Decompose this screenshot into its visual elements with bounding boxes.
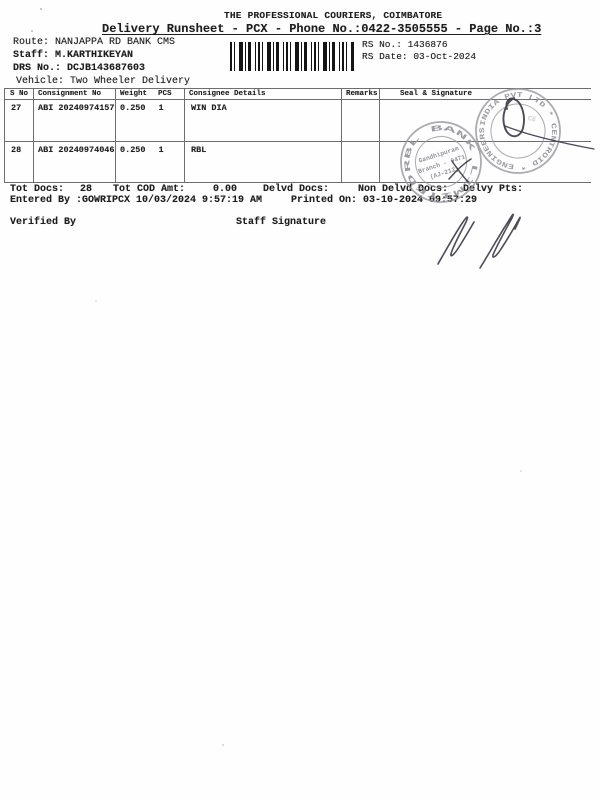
verified-by-label: Verified By xyxy=(10,217,77,228)
cell-pcs: 1 xyxy=(158,103,164,113)
drs-label: DRS No.: xyxy=(13,63,62,74)
cell-consignee: RBL xyxy=(184,141,342,183)
delvy-pts-label: Delvy Pts: xyxy=(463,184,524,195)
staff-label: Staff: xyxy=(13,50,50,61)
tot-cod-value: 0.00 xyxy=(213,184,238,195)
vehicle-line: Vehicle: Two Wheeler Delivery xyxy=(16,76,190,87)
cell-weight: 0.250 xyxy=(120,103,146,113)
rs-no-value: 1436876 xyxy=(407,39,448,50)
rs-no-line: RS No.: 1436876 xyxy=(362,39,448,50)
cell-consignee: WIN DIA xyxy=(184,99,342,142)
cell-consignment: ABI 20240974157 xyxy=(33,99,116,142)
cell-consignment: ABI 20240974046 xyxy=(33,141,116,183)
rs-date-line: RS Date: 03-Oct-2024 xyxy=(362,51,476,62)
col-header-consignment: Consignment No xyxy=(33,88,116,100)
col-header-weight-pcs: Weight PCS xyxy=(115,88,185,100)
cell-remarks xyxy=(341,141,380,183)
drs-value: DCJB143687603 xyxy=(67,63,146,74)
col-header-seal: Seal & Signature xyxy=(379,88,591,100)
tot-docs-label: Tot Docs: xyxy=(10,184,65,195)
route-label: Route: xyxy=(13,37,50,48)
table-row: 27 ABI 20240974157 0.250 1 WIN DIA xyxy=(4,99,591,142)
cell-sno: 28 xyxy=(4,141,34,183)
tot-docs-value: 28 xyxy=(80,184,93,195)
handwritten-signature xyxy=(479,213,522,269)
barcode-icon xyxy=(230,42,354,71)
cell-weight: 0.250 xyxy=(120,145,146,155)
cell-sno: 27 xyxy=(4,99,34,142)
staff-value: M.KARTHIKEYAN xyxy=(55,50,134,61)
document-title: THE PROFESSIONAL COURIERS, COIMBATORE xyxy=(224,10,443,21)
cell-seal-signature xyxy=(379,141,591,183)
delvd-docs-label: Delvd Docs: xyxy=(263,184,330,195)
col-header-remarks: Remarks xyxy=(341,88,380,100)
table-header-row: S No Consignment No Weight PCS Consignee … xyxy=(4,88,591,100)
vehicle-value: Two Wheeler Delivery xyxy=(70,76,191,87)
col-header-pcs: PCS xyxy=(158,90,172,98)
cell-pcs: 1 xyxy=(158,145,164,155)
staff-line: Staff: M.KARTHIKEYAN xyxy=(13,50,133,61)
cell-remarks xyxy=(341,99,380,142)
col-header-consignee: Consignee Details xyxy=(184,88,342,100)
non-delvd-docs-label: Non Delvd Docs: xyxy=(358,184,449,195)
consignment-table: S No Consignment No Weight PCS Consignee … xyxy=(4,88,591,183)
rs-date-value: 03-Oct-2024 xyxy=(413,51,477,62)
vehicle-label: Vehicle: xyxy=(16,76,65,87)
handwritten-signature xyxy=(437,216,475,265)
rs-no-label: RS No.: xyxy=(362,39,402,50)
route-line: Route: NANJAPPA RD BANK CMS xyxy=(13,37,175,48)
tot-cod-label: Tot COD Amt: xyxy=(113,184,186,195)
col-header-weight: Weight xyxy=(120,90,148,98)
cell-seal-signature xyxy=(379,99,591,142)
rs-date-label: RS Date: xyxy=(362,51,408,62)
drs-line: DRS No.: DCJB143687603 xyxy=(13,63,145,74)
cell-weight-pcs: 0.250 1 xyxy=(115,141,185,183)
document-subtitle: Delivery Runsheet - PCX - Phone No.:0422… xyxy=(102,22,542,36)
cell-weight-pcs: 0.250 1 xyxy=(115,99,185,142)
route-value: NANJAPPA RD BANK CMS xyxy=(55,37,176,48)
table-row: 28 ABI 20240974046 0.250 1 RBL xyxy=(4,141,591,183)
col-header-sno: S No xyxy=(4,88,34,100)
entered-by-line: Entered By :GOWRIPCX 10/03/2024 9:57:19 … xyxy=(10,195,263,206)
staff-signature-label: Staff Signature xyxy=(236,217,327,228)
scan-noise xyxy=(0,0,2,2)
printed-on-line: Printed On: 03-10-2024 09:57:29 xyxy=(291,195,478,206)
